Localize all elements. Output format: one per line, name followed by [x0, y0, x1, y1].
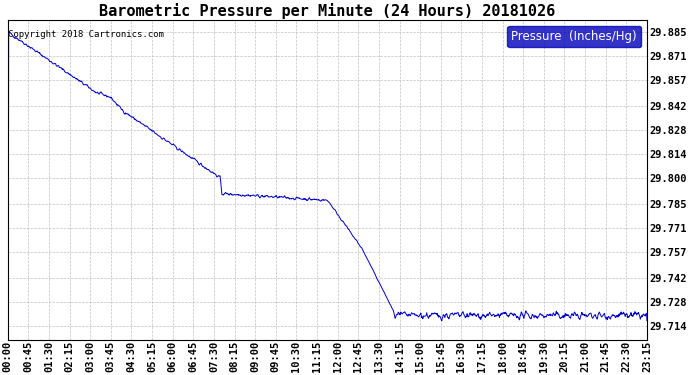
Text: Copyright 2018 Cartronics.com: Copyright 2018 Cartronics.com [8, 30, 164, 39]
Title: Barometric Pressure per Minute (24 Hours) 20181026: Barometric Pressure per Minute (24 Hours… [99, 3, 555, 19]
Legend: Pressure  (Inches/Hg): Pressure (Inches/Hg) [507, 26, 641, 47]
